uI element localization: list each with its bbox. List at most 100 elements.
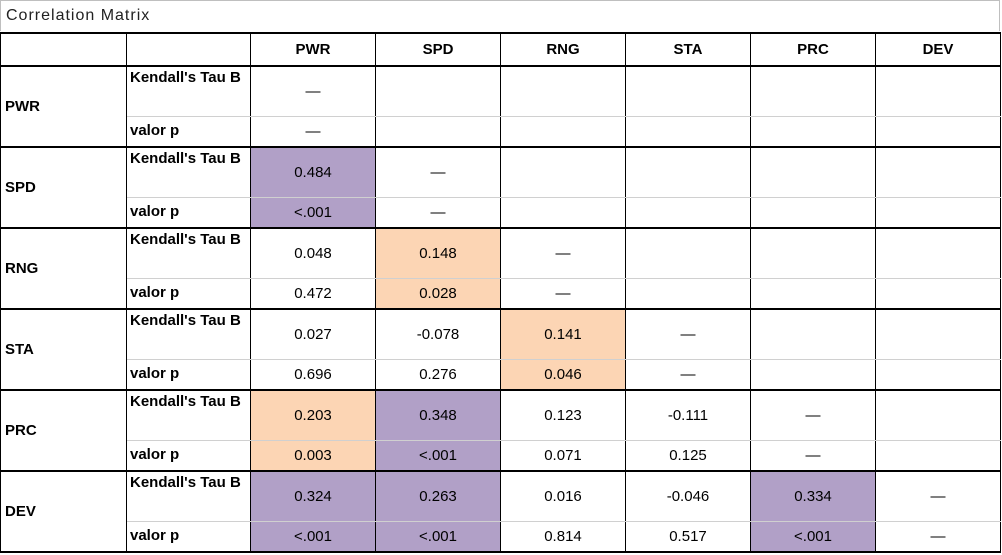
p-value-cell: —	[250, 115, 376, 148]
p-value-cell: 0.814	[500, 520, 626, 553]
table-row: RNG Kendall's Tau B 0.048 0.148—	[0, 227, 1001, 310]
correlation-matrix-table: PWR SPD RNG STA PRC DEV PWR Kendall's Tau…	[0, 32, 1001, 553]
tau-value-cell	[875, 227, 1001, 279]
p-value-cell	[750, 358, 876, 391]
stat-label-tau: Kendall's Tau B	[126, 65, 251, 117]
column-header: RNG	[500, 32, 626, 67]
p-value-cell	[625, 115, 751, 148]
tau-value-cell: 0.148	[375, 227, 501, 279]
p-value-cell: 0.472	[250, 277, 376, 310]
row-label: PWR	[0, 65, 127, 148]
matrix-body: PWR SPD RNG STA PRC DEV PWR Kendall's Tau…	[0, 32, 1001, 553]
tau-value-cell	[750, 65, 876, 117]
column-header: PRC	[750, 32, 876, 67]
stat-label-p: valor p	[126, 520, 251, 553]
table-row: SPD Kendall's Tau B 0.484—	[0, 146, 1001, 229]
p-value-cell	[500, 196, 626, 229]
row-label: STA	[0, 308, 127, 391]
p-value-cell: 0.071	[500, 439, 626, 472]
column-header: SPD	[375, 32, 501, 67]
tau-value-cell: —	[375, 146, 501, 198]
table-row: PRC Kendall's Tau B 0.203 0.348 0.123 -0.111—	[0, 389, 1001, 472]
p-value-cell: <.001	[375, 439, 501, 472]
tau-value-cell: 0.203	[250, 389, 376, 441]
p-value-cell: <.001	[250, 520, 376, 553]
p-value-cell	[375, 115, 501, 148]
tau-value-cell	[875, 308, 1001, 360]
column-header: PWR	[250, 32, 376, 67]
stat-label-p: valor p	[126, 277, 251, 310]
tau-value-cell: 0.141	[500, 308, 626, 360]
table-row: DEV Kendall's Tau B 0.324 0.263 0.016 -0.046 0…	[0, 470, 1001, 553]
tau-value-cell: 0.016	[500, 470, 626, 522]
p-value-cell: <.001	[250, 196, 376, 229]
p-value-cell: 0.696	[250, 358, 376, 391]
table-row: valor p 0.696 0.276 0.046—	[1, 358, 1001, 391]
table-row: valor p <.001—	[1, 196, 1001, 229]
stat-label-p: valor p	[126, 115, 251, 148]
tau-value-cell	[875, 389, 1001, 441]
p-value-cell: —	[500, 277, 626, 310]
p-value-cell: —	[750, 439, 876, 472]
p-value-cell	[875, 196, 1001, 229]
table-row: STA Kendall's Tau B 0.027 -0.078 0.141—	[0, 308, 1001, 391]
stat-label-tau: Kendall's Tau B	[126, 389, 251, 441]
stat-label-tau: Kendall's Tau B	[126, 227, 251, 279]
tau-value-cell: 0.048	[250, 227, 376, 279]
p-value-cell: <.001	[375, 520, 501, 553]
p-value-cell	[625, 277, 751, 310]
p-value-cell	[750, 115, 876, 148]
stat-label-p: valor p	[126, 439, 251, 472]
tau-value-cell	[750, 227, 876, 279]
tau-value-cell: —	[875, 470, 1001, 522]
tau-value-cell	[625, 65, 751, 117]
p-value-cell: 0.003	[250, 439, 376, 472]
p-value-cell	[750, 196, 876, 229]
p-value-cell	[750, 277, 876, 310]
row-label: DEV	[0, 470, 127, 553]
tau-value-cell	[750, 146, 876, 198]
p-value-cell: —	[375, 196, 501, 229]
column-header: DEV	[875, 32, 1001, 67]
tau-value-cell	[500, 146, 626, 198]
table-row: valor p —	[1, 115, 1001, 148]
stat-label-p: valor p	[126, 358, 251, 391]
corner-cell	[0, 32, 127, 67]
p-value-cell: 0.517	[625, 520, 751, 553]
p-value-cell	[875, 115, 1001, 148]
tau-value-cell: 0.324	[250, 470, 376, 522]
table-row: PWR Kendall's Tau B —	[0, 65, 1001, 148]
tau-value-cell: 0.484	[250, 146, 376, 198]
stat-label-p: valor p	[126, 196, 251, 229]
tau-value-cell: 0.027	[250, 308, 376, 360]
stat-label-tau: Kendall's Tau B	[126, 308, 251, 360]
tau-value-cell: —	[750, 389, 876, 441]
header-row: PWR SPD RNG STA PRC DEV	[0, 32, 1001, 67]
tau-value-cell: 0.348	[375, 389, 501, 441]
tau-value-cell: -0.078	[375, 308, 501, 360]
tau-value-cell: 0.263	[375, 470, 501, 522]
p-value-cell: 0.125	[625, 439, 751, 472]
tau-value-cell: —	[500, 227, 626, 279]
p-value-cell: 0.046	[500, 358, 626, 391]
row-label: PRC	[0, 389, 127, 472]
tau-value-cell: —	[250, 65, 376, 117]
p-value-cell: 0.276	[375, 358, 501, 391]
table-title: Correlation Matrix	[0, 0, 1000, 31]
tau-value-cell: —	[625, 308, 751, 360]
tau-value-cell	[875, 146, 1001, 198]
tau-value-cell	[375, 65, 501, 117]
row-label: RNG	[0, 227, 127, 310]
p-value-cell: <.001	[750, 520, 876, 553]
tau-value-cell	[750, 308, 876, 360]
row-label: SPD	[0, 146, 127, 229]
tau-value-cell: -0.046	[625, 470, 751, 522]
tau-value-cell: 0.334	[750, 470, 876, 522]
table-row: valor p <.001 <.001 0.814 0.517 <.001—	[1, 520, 1001, 553]
table-row: valor p 0.003 <.001 0.071 0.125—	[1, 439, 1001, 472]
column-header: STA	[625, 32, 751, 67]
p-value-cell: —	[625, 358, 751, 391]
tau-value-cell	[625, 146, 751, 198]
tau-value-cell	[875, 65, 1001, 117]
p-value-cell: 0.028	[375, 277, 501, 310]
